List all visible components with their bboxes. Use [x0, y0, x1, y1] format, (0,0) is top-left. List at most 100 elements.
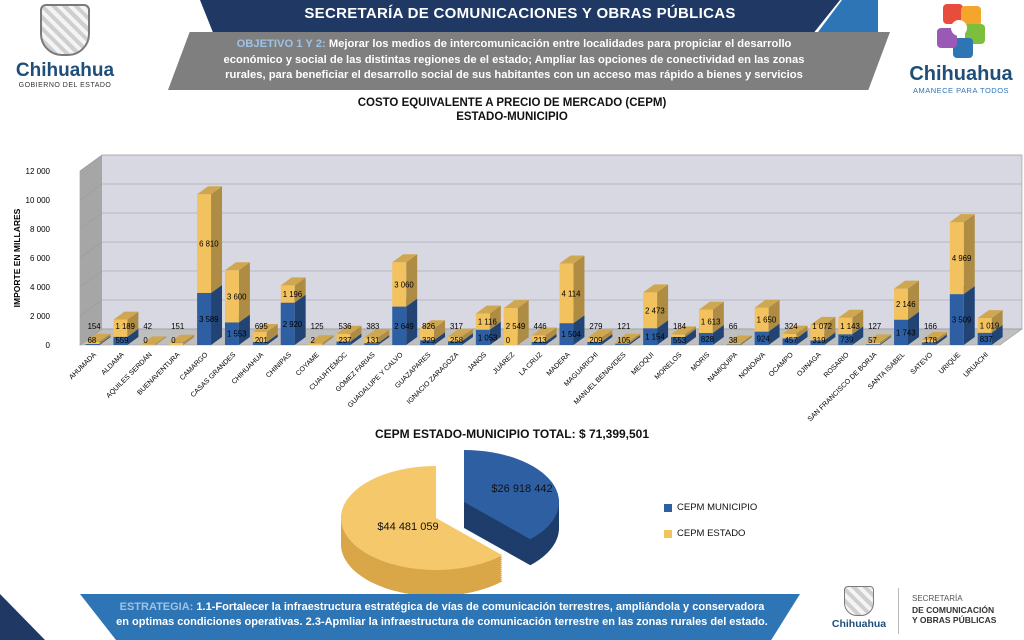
bar-municipio-side [434, 332, 446, 345]
bar-municipio [85, 344, 100, 345]
bar-municipio [643, 328, 658, 345]
pie-chart: $26 918 442 $44 481 059 [340, 450, 559, 596]
bar-estado-side [796, 325, 808, 339]
bar-estado-side [740, 335, 752, 345]
gridline [79, 299, 1022, 317]
bar-estado-side [211, 186, 223, 293]
bar-municipio-side [824, 332, 836, 345]
brand-wordmark: Chihuahua [909, 63, 1013, 85]
header-band [200, 0, 840, 32]
bar-estado-top [169, 334, 195, 343]
data-label-estado: 446 [534, 322, 547, 331]
data-label-estado: 279 [589, 322, 602, 331]
bar-estado-side [768, 299, 780, 332]
y-tick-label: 6 000 [30, 254, 51, 263]
bar-estado-side [852, 309, 864, 335]
bar-municipio-side [935, 334, 947, 345]
data-label-municipio: 57 [868, 336, 877, 345]
bar-estado-top [866, 334, 892, 343]
objective-body: Mejorar los medios de intercomunicación … [223, 38, 805, 81]
x-category-label: OCAMPO [768, 351, 795, 378]
bar-estado [420, 328, 435, 341]
bar-estado-side [991, 310, 1003, 333]
x-category-label: NAMIQUIPA [707, 351, 740, 384]
bar-municipio [531, 341, 546, 345]
data-label-municipio: 68 [88, 336, 97, 345]
bar-municipio [224, 322, 239, 345]
x-category-label: MADERA [546, 351, 572, 377]
data-label-municipio: 329 [422, 336, 435, 345]
data-label-estado: 1 143 [840, 322, 860, 331]
legend-item-estado: CEPM ESTADO [664, 528, 757, 539]
bar-estado-top [587, 329, 613, 338]
bar-municipio-side [211, 284, 223, 345]
bar-estado-top [308, 335, 334, 344]
bar-municipio [392, 306, 407, 345]
bar-estado-top [392, 254, 418, 263]
bar-municipio [866, 344, 881, 345]
strategy-text: ESTRATEGIA: 1.1-Fortalecer la infraestru… [112, 600, 772, 630]
bar-municipio-side [406, 298, 418, 345]
bar-estado [866, 342, 881, 345]
bar-municipio [448, 341, 462, 345]
x-category-label: AHUMADA [68, 351, 98, 381]
bar-estado [392, 262, 407, 307]
data-label-estado: 324 [785, 322, 799, 331]
bar-estado-top [949, 214, 975, 223]
secretariat-line-1: SECRETARÍA [912, 594, 963, 603]
bar-estado [977, 318, 992, 333]
bar-municipio-side [238, 314, 250, 345]
secretariat-line-2: DE COMUNICACIÓN [912, 604, 995, 615]
bar-municipio-side [573, 315, 585, 345]
data-label-estado: 1 189 [115, 322, 135, 331]
bar-estado-top [894, 280, 919, 289]
x-category-label: IGNACIO ZARAGOZA [406, 351, 461, 406]
data-label-municipio: 1 154 [645, 333, 665, 342]
data-label-estado: 2 146 [896, 300, 916, 309]
legend-swatch-estado [664, 529, 672, 538]
bar-estado-top [252, 324, 278, 333]
state-brand-logo: Chihuahua AMANECE PARA TODOS [906, 2, 1016, 95]
bar-estado-side [99, 333, 111, 345]
bar-estado-side [350, 325, 362, 342]
bar-estado-top [224, 262, 250, 271]
y-tick-label: 0 [46, 341, 51, 350]
x-category-label: LA CRUZ [518, 351, 544, 377]
bar-estado [671, 334, 685, 337]
bar-estado [364, 337, 379, 344]
x-category-label: NONOAVA [738, 351, 767, 380]
bar-estado [252, 332, 267, 343]
data-label-municipio: 559 [115, 336, 128, 345]
data-label-municipio: 1 743 [896, 328, 916, 337]
bar-estado-side [963, 214, 975, 295]
bar-municipio-side [629, 335, 641, 345]
bar-estado-side [824, 316, 836, 341]
data-label-municipio: 3 589 [199, 315, 219, 324]
bar-estado-side [434, 320, 446, 341]
footer-coat-of-arms-icon [844, 586, 874, 616]
y-axis-label: IMPORTE EN MILLARES [12, 208, 22, 307]
brand-slogan: AMANECE PARA TODOS [912, 86, 1010, 95]
bar-municipio [894, 319, 908, 345]
bar-estado-top [810, 316, 836, 325]
data-label-municipio: 201 [255, 336, 268, 345]
bar-municipio [726, 344, 741, 345]
footer-corner [0, 594, 45, 640]
data-label-estado: 4 114 [562, 289, 582, 298]
bar-estado-top [977, 310, 1003, 319]
bar-municipio [838, 334, 853, 345]
bar-estado-side [601, 329, 613, 342]
bar-municipio [420, 340, 435, 345]
bar-estado [141, 344, 156, 345]
bar-estado-side [880, 334, 892, 345]
bar-estado-side [266, 324, 278, 343]
pie-value-label-estado: $44 481 059 [377, 521, 438, 533]
bar-estado [197, 194, 212, 293]
x-category-label: MEOQUI [631, 351, 656, 376]
gridline [79, 154, 1022, 172]
bar-estado-top [921, 332, 947, 341]
x-category-label: COYAME [295, 351, 321, 377]
data-label-estado: 826 [422, 322, 435, 331]
bar-municipio [280, 302, 295, 345]
